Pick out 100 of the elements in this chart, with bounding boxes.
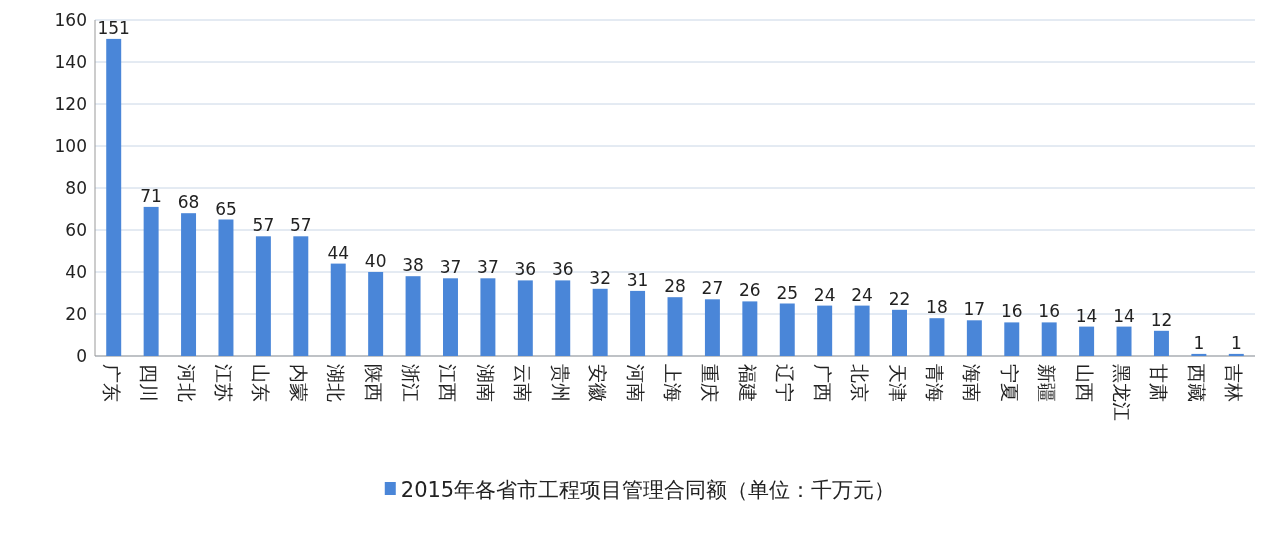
data-label: 68 [177, 192, 200, 213]
data-label: 31 [626, 269, 649, 290]
data-label: 24 [813, 284, 836, 305]
x-tick-label: 辽宁 [774, 364, 797, 402]
x-tick-label: 内蒙 [287, 364, 310, 402]
x-tick-label: 吉林 [1223, 364, 1246, 402]
data-label: 1 [1230, 332, 1242, 353]
bar [181, 213, 197, 356]
bar [1228, 353, 1244, 356]
data-label: 36 [514, 259, 537, 280]
data-label: 151 [97, 17, 130, 38]
x-tick-label: 福建 [736, 364, 759, 402]
x-tick-label: 湖北 [325, 364, 348, 402]
data-label: 37 [439, 257, 462, 278]
y-tick-label: 60 [65, 220, 87, 240]
data-label: 14 [1113, 305, 1135, 326]
bar [779, 303, 795, 356]
bar [1004, 322, 1020, 356]
bar [854, 305, 870, 356]
data-label: 44 [327, 242, 350, 263]
bar [218, 219, 234, 356]
data-label: 14 [1075, 305, 1098, 326]
x-tick-label: 广东 [100, 364, 123, 402]
x-tick-label: 青海 [923, 364, 946, 402]
data-label: 57 [289, 215, 312, 236]
bar [929, 318, 945, 356]
x-tick-label: 甘肃 [1148, 364, 1171, 402]
y-tick-label: 80 [65, 178, 87, 198]
x-tick-label: 山西 [1073, 364, 1096, 402]
data-label: 18 [926, 297, 948, 318]
y-tick-label: 100 [54, 136, 87, 156]
bar [255, 236, 271, 356]
data-label: 1 [1193, 332, 1205, 353]
data-label: 22 [888, 288, 911, 309]
bar [892, 309, 907, 356]
y-tick-label: 40 [65, 262, 87, 282]
data-label: 28 [664, 276, 686, 297]
data-label: 12 [1150, 309, 1173, 330]
bar [330, 263, 346, 356]
bar [704, 299, 720, 356]
bar [1191, 353, 1207, 356]
data-label: 38 [402, 255, 424, 276]
x-tick-label: 湖南 [474, 364, 497, 402]
x-tick-label: 浙江 [400, 364, 423, 402]
bar [106, 38, 122, 356]
bar [555, 280, 571, 356]
x-tick-label: 四川 [138, 364, 161, 402]
bar [1153, 330, 1169, 356]
bar [1041, 322, 1057, 356]
bar [1116, 326, 1132, 356]
x-tick-label: 新疆 [1036, 364, 1059, 402]
bar [667, 297, 683, 356]
x-tick-label: 黑龙江 [1111, 364, 1134, 421]
data-label: 36 [551, 259, 574, 280]
y-tick-label: 160 [54, 10, 87, 30]
bar [630, 290, 646, 356]
data-label: 24 [851, 284, 873, 305]
x-tick-label: 西藏 [1185, 364, 1208, 402]
data-label: 32 [589, 267, 611, 288]
data-label: 26 [739, 280, 761, 301]
bar [480, 278, 496, 356]
x-tick-label: 江西 [437, 364, 460, 402]
bar [592, 288, 608, 356]
y-tick-label: 120 [54, 94, 87, 114]
bar [405, 276, 421, 356]
data-label: 37 [477, 257, 499, 278]
bar [1079, 326, 1095, 356]
data-label: 16 [1000, 301, 1023, 322]
x-tick-label: 安徽 [587, 364, 610, 402]
x-tick-label: 江苏 [212, 364, 235, 402]
x-tick-label: 云南 [512, 364, 535, 402]
data-label: 27 [701, 278, 724, 299]
bar [293, 236, 309, 356]
x-tick-label: 河南 [624, 364, 647, 402]
bar [443, 278, 458, 356]
x-tick-label: 山东 [250, 364, 273, 402]
y-tick-label: 0 [76, 346, 87, 366]
data-label: 17 [963, 299, 986, 320]
data-label: 16 [1038, 301, 1061, 322]
x-tick-label: 宁夏 [998, 364, 1021, 402]
bar [742, 301, 758, 356]
x-tick-label: 上海 [662, 364, 684, 402]
bar [368, 272, 384, 356]
bar [517, 280, 533, 356]
y-tick-label: 140 [54, 52, 87, 72]
x-tick-label: 贵州 [549, 364, 572, 402]
x-tick-label: 广西 [811, 364, 834, 402]
bar [817, 305, 833, 356]
x-tick-label: 天津 [886, 364, 909, 402]
x-tick-label: 北京 [849, 364, 872, 402]
data-label: 57 [252, 215, 275, 236]
x-tick-label: 陕西 [362, 364, 385, 402]
x-tick-label: 河北 [175, 364, 198, 402]
data-label: 25 [776, 282, 799, 303]
y-tick-label: 20 [65, 304, 87, 324]
x-tick-label: 重庆 [699, 364, 722, 402]
data-label: 40 [364, 251, 387, 271]
x-tick-label: 海南 [961, 364, 984, 402]
bar [966, 320, 982, 356]
legend-label: 2015年各省市工程项目管理合同额（单位：千万元） [400, 478, 896, 502]
